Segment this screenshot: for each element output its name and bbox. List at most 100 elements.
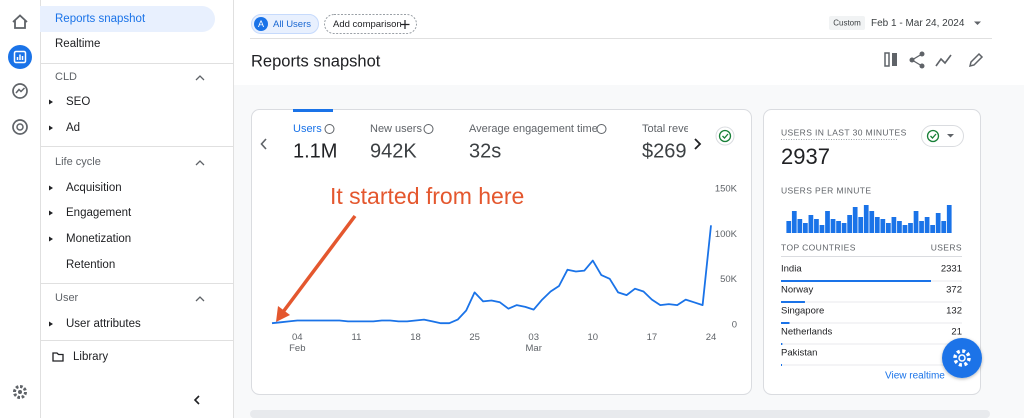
fab-gear — [953, 349, 971, 367]
metric-label[interactable]: New users — [370, 123, 422, 135]
metric-label[interactable]: Average engagement time — [469, 123, 598, 135]
bar — [836, 221, 841, 233]
expand-arrow[interactable] — [49, 99, 53, 105]
country-users: 132 — [946, 306, 962, 317]
metric-label[interactable]: Total reve — [642, 123, 690, 135]
fab[interactable] — [942, 338, 982, 378]
bar — [786, 221, 792, 233]
nav-item[interactable]: Acquisition — [66, 182, 122, 194]
expand-arrow[interactable] — [49, 236, 53, 242]
x-tick-label: 25 — [469, 332, 480, 343]
bar — [924, 217, 930, 233]
y-tick-label: 50K — [720, 274, 738, 285]
bar — [819, 225, 825, 233]
nav-item[interactable]: Monetization — [66, 233, 131, 245]
country-name: India — [781, 264, 802, 275]
nav-section[interactable]: CLD — [55, 71, 77, 83]
nav-section[interactable]: User — [55, 292, 79, 304]
date-dropdown[interactable] — [974, 21, 981, 26]
insights-icon[interactable] — [935, 54, 952, 67]
nav-item[interactable]: Library — [73, 351, 108, 363]
status-check — [722, 133, 729, 139]
x-tick-label: 04 Feb — [289, 332, 306, 354]
advertising-icon[interactable] — [12, 119, 28, 135]
nav-item[interactable]: SEO — [66, 96, 90, 108]
bar — [935, 213, 941, 233]
chevron-up[interactable] — [195, 296, 205, 302]
compare-icon-fill — [892, 53, 897, 66]
bar — [825, 211, 830, 233]
bar — [869, 211, 875, 233]
x-tick-label: 11 — [351, 332, 362, 343]
country-name: Netherlands — [781, 327, 832, 338]
bar — [808, 215, 814, 233]
page-title: Reports snapshot — [251, 52, 381, 70]
active-tab-bar — [293, 109, 333, 112]
nav-item[interactable]: Engagement — [66, 207, 132, 219]
nav-item[interactable]: Reports snapshot — [55, 13, 146, 25]
comparison-label[interactable]: Add comparison — [333, 19, 402, 30]
explore-icon[interactable] — [12, 83, 28, 99]
annotation: It started from here — [330, 183, 524, 209]
nav-item[interactable]: User attributes — [66, 318, 141, 330]
bar — [946, 205, 952, 233]
country-name: Singapore — [781, 306, 824, 317]
nav-item[interactable]: Realtime — [55, 38, 100, 50]
status-badge[interactable] — [715, 126, 735, 146]
segment-chip[interactable] — [251, 14, 319, 34]
view-realtime-link[interactable]: View realtime — [885, 371, 945, 382]
rail — [0, 0, 40, 418]
nav-item[interactable]: Ad — [66, 122, 80, 134]
date-range[interactable]: Feb 1 - Mar 24, 2024 — [871, 18, 965, 29]
bar — [797, 219, 803, 233]
help-icon[interactable] — [423, 124, 434, 134]
expand-arrow[interactable] — [49, 321, 53, 327]
help-icon[interactable] — [596, 124, 607, 134]
next-metric[interactable] — [694, 138, 702, 150]
collapse-icon[interactable] — [193, 395, 200, 405]
chevron-up[interactable] — [195, 160, 205, 166]
expand-arrow[interactable] — [49, 125, 53, 131]
country-name: Pakistan — [781, 348, 817, 359]
comparison-chip[interactable] — [324, 14, 417, 34]
prev-metric[interactable] — [260, 138, 267, 150]
country-bar — [781, 364, 782, 366]
edit-icon[interactable] — [968, 52, 984, 68]
segment-avatar — [254, 17, 268, 31]
metric-label[interactable]: Users — [293, 123, 322, 135]
bar — [919, 221, 924, 233]
annotation-arrow — [281, 214, 357, 314]
bar — [902, 225, 908, 233]
share-icon[interactable] — [909, 51, 925, 69]
help-icon[interactable] — [324, 124, 335, 134]
chevron-up[interactable] — [195, 75, 205, 81]
line-series — [271, 225, 712, 325]
per-minute-chart — [786, 205, 952, 233]
bar — [858, 217, 864, 233]
bar — [841, 223, 847, 233]
per-minute-title: USERS PER MINUTE — [781, 185, 871, 195]
home-icon[interactable] — [12, 14, 28, 29]
bar — [886, 223, 891, 233]
settings-icon[interactable] — [13, 385, 27, 399]
y-tick-label: 150K — [715, 184, 738, 195]
nav-item[interactable]: Retention — [66, 259, 115, 271]
bar — [941, 221, 947, 233]
nav-section[interactable]: Life cycle — [55, 156, 101, 168]
bar — [897, 221, 902, 233]
advertising-icon-glyph — [16, 123, 24, 131]
country-users: 21 — [951, 327, 962, 338]
metric-value: 1.1M — [293, 140, 337, 162]
expand-arrow[interactable] — [49, 185, 53, 191]
segment-label[interactable]: All Users — [273, 19, 311, 30]
bar — [863, 205, 869, 233]
status-check-ring — [926, 129, 940, 143]
bar — [830, 219, 836, 233]
compare-icon[interactable] — [884, 52, 890, 67]
bar — [930, 225, 935, 233]
expand-arrow[interactable] — [49, 210, 53, 216]
country-users: 2331 — [941, 264, 962, 275]
metric-value: $269 — [642, 140, 687, 162]
